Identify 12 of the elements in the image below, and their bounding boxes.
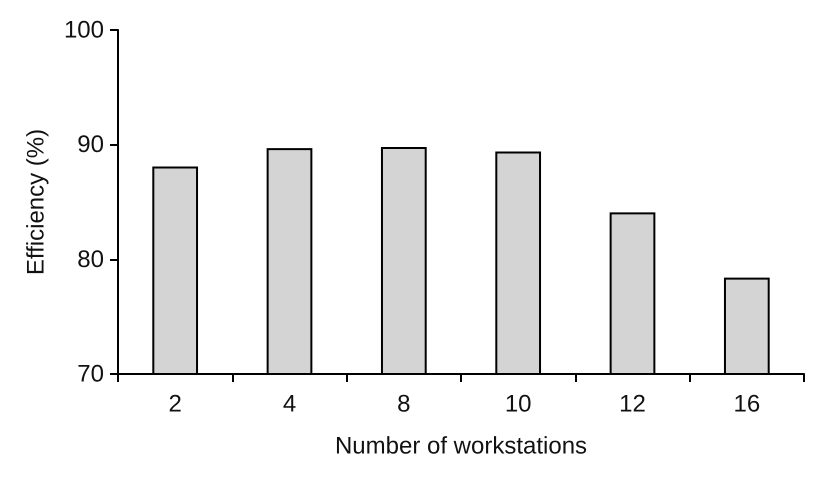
- x-tick-label: 16: [733, 390, 760, 418]
- y-tick-label: 100: [64, 16, 104, 44]
- x-tick-label: 12: [619, 390, 646, 418]
- y-tick-label: 90: [77, 131, 104, 158]
- y-axis-title: Efficiency (%): [22, 128, 50, 276]
- y-tick-label: 70: [77, 360, 104, 388]
- x-axis-title: Number of workstations: [334, 432, 588, 460]
- y-tick-label: 80: [77, 246, 104, 273]
- x-tick-label: 4: [282, 390, 296, 418]
- x-tick-label: 8: [397, 390, 411, 418]
- x-tick-label: 2: [168, 390, 182, 418]
- x-tick-label: 10: [504, 390, 532, 418]
